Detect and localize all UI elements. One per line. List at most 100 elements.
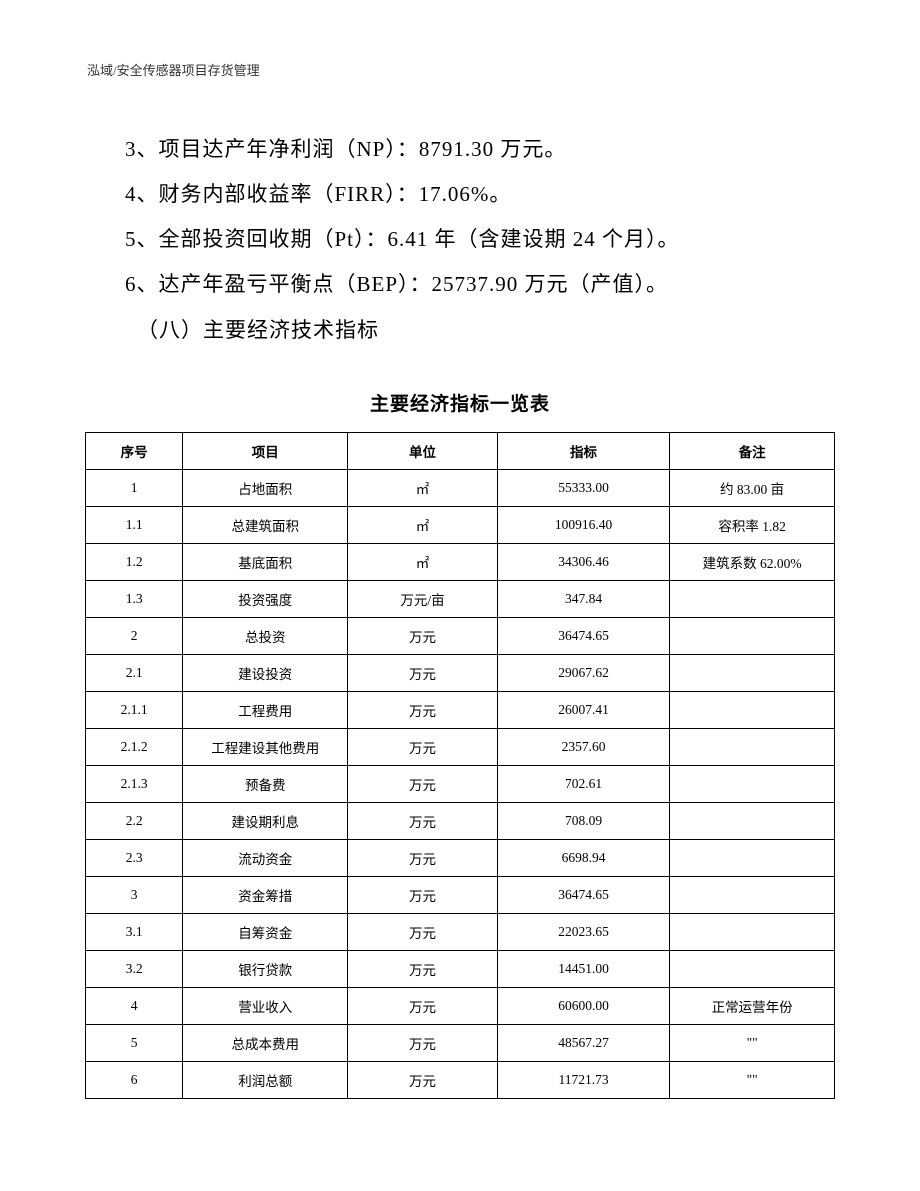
table-row: 1.3 投资强度 万元/亩 347.84 — [86, 580, 835, 617]
cell-item: 工程费用 — [183, 691, 348, 728]
table-body: 1 占地面积 ㎡ 55333.00 约 83.00 亩 1.1 总建筑面积 ㎡ … — [86, 469, 835, 1098]
cell-unit: 万元/亩 — [348, 580, 498, 617]
table-row: 2.1 建设投资 万元 29067.62 — [86, 654, 835, 691]
table-row: 1.2 基底面积 ㎡ 34306.46 建筑系数 62.00% — [86, 543, 835, 580]
cell-note: "" — [670, 1061, 835, 1098]
cell-unit: 万元 — [348, 839, 498, 876]
section-heading: （八）主要经济技术指标 — [137, 308, 825, 353]
cell-seq: 2.1.2 — [86, 728, 183, 765]
cell-unit: ㎡ — [348, 469, 498, 506]
cell-seq: 1 — [86, 469, 183, 506]
column-header-value: 指标 — [497, 432, 669, 469]
cell-item: 基底面积 — [183, 543, 348, 580]
cell-note: "" — [670, 1024, 835, 1061]
cell-note — [670, 950, 835, 987]
table-row: 1 占地面积 ㎡ 55333.00 约 83.00 亩 — [86, 469, 835, 506]
cell-seq: 4 — [86, 987, 183, 1024]
cell-seq: 2.1.1 — [86, 691, 183, 728]
cell-seq: 1.1 — [86, 506, 183, 543]
column-header-item: 项目 — [183, 432, 348, 469]
cell-value: 100916.40 — [497, 506, 669, 543]
table-row: 1.1 总建筑面积 ㎡ 100916.40 容积率 1.82 — [86, 506, 835, 543]
table-row: 2 总投资 万元 36474.65 — [86, 617, 835, 654]
cell-unit: 万元 — [348, 1061, 498, 1098]
cell-unit: 万元 — [348, 1024, 498, 1061]
table-row: 3.2 银行贷款 万元 14451.00 — [86, 950, 835, 987]
cell-seq: 2.1.3 — [86, 765, 183, 802]
cell-note — [670, 728, 835, 765]
table-row: 2.1.2 工程建设其他费用 万元 2357.60 — [86, 728, 835, 765]
content-line: 4、财务内部收益率（FIRR）：17.06%。 — [125, 172, 825, 217]
cell-item: 预备费 — [183, 765, 348, 802]
cell-seq: 2.1 — [86, 654, 183, 691]
cell-value: 702.61 — [497, 765, 669, 802]
cell-value: 26007.41 — [497, 691, 669, 728]
cell-unit: 万元 — [348, 617, 498, 654]
table-row: 3.1 自筹资金 万元 22023.65 — [86, 913, 835, 950]
cell-value: 2357.60 — [497, 728, 669, 765]
cell-note — [670, 617, 835, 654]
cell-note — [670, 691, 835, 728]
cell-seq: 3.1 — [86, 913, 183, 950]
column-header-note: 备注 — [670, 432, 835, 469]
cell-value: 29067.62 — [497, 654, 669, 691]
cell-item: 利润总额 — [183, 1061, 348, 1098]
cell-value: 34306.46 — [497, 543, 669, 580]
cell-unit: 万元 — [348, 987, 498, 1024]
cell-note — [670, 839, 835, 876]
table-row: 3 资金筹措 万元 36474.65 — [86, 876, 835, 913]
cell-item: 建设期利息 — [183, 802, 348, 839]
content-line: 3、项目达产年净利润（NP）：8791.30 万元。 — [125, 127, 825, 172]
cell-seq: 1.2 — [86, 543, 183, 580]
content-lines: 3、项目达产年净利润（NP）：8791.30 万元。 4、财务内部收益率（FIR… — [85, 127, 835, 353]
cell-item: 营业收入 — [183, 987, 348, 1024]
cell-item: 占地面积 — [183, 469, 348, 506]
cell-value: 22023.65 — [497, 913, 669, 950]
cell-unit: 万元 — [348, 950, 498, 987]
cell-unit: 万元 — [348, 802, 498, 839]
cell-item: 流动资金 — [183, 839, 348, 876]
cell-seq: 6 — [86, 1061, 183, 1098]
document-page: 泓域/安全传感器项目存货管理 3、项目达产年净利润（NP）：8791.30 万元… — [0, 0, 920, 1099]
cell-note — [670, 913, 835, 950]
cell-note: 容积率 1.82 — [670, 506, 835, 543]
cell-item: 总投资 — [183, 617, 348, 654]
column-header-unit: 单位 — [348, 432, 498, 469]
table-row: 2.3 流动资金 万元 6698.94 — [86, 839, 835, 876]
table-header-row: 序号 项目 单位 指标 备注 — [86, 432, 835, 469]
cell-item: 资金筹措 — [183, 876, 348, 913]
cell-unit: 万元 — [348, 728, 498, 765]
cell-unit: 万元 — [348, 691, 498, 728]
column-header-seq: 序号 — [86, 432, 183, 469]
cell-unit: 万元 — [348, 876, 498, 913]
table-row: 2.1.1 工程费用 万元 26007.41 — [86, 691, 835, 728]
table-row: 2.2 建设期利息 万元 708.09 — [86, 802, 835, 839]
cell-note: 建筑系数 62.00% — [670, 543, 835, 580]
cell-value: 60600.00 — [497, 987, 669, 1024]
cell-value: 11721.73 — [497, 1061, 669, 1098]
cell-note — [670, 580, 835, 617]
table-row: 5 总成本费用 万元 48567.27 "" — [86, 1024, 835, 1061]
cell-unit: 万元 — [348, 913, 498, 950]
cell-seq: 2 — [86, 617, 183, 654]
cell-seq: 3.2 — [86, 950, 183, 987]
cell-value: 48567.27 — [497, 1024, 669, 1061]
cell-seq: 5 — [86, 1024, 183, 1061]
cell-item: 自筹资金 — [183, 913, 348, 950]
cell-item: 投资强度 — [183, 580, 348, 617]
cell-note: 约 83.00 亩 — [670, 469, 835, 506]
cell-item: 银行贷款 — [183, 950, 348, 987]
cell-note — [670, 802, 835, 839]
table-row: 4 营业收入 万元 60600.00 正常运营年份 — [86, 987, 835, 1024]
cell-unit: 万元 — [348, 765, 498, 802]
cell-item: 总建筑面积 — [183, 506, 348, 543]
cell-item: 建设投资 — [183, 654, 348, 691]
header-note: 泓域/安全传感器项目存货管理 — [87, 60, 835, 79]
cell-value: 6698.94 — [497, 839, 669, 876]
cell-unit: ㎡ — [348, 543, 498, 580]
cell-seq: 1.3 — [86, 580, 183, 617]
cell-note — [670, 765, 835, 802]
cell-seq: 2.2 — [86, 802, 183, 839]
cell-note — [670, 654, 835, 691]
economic-indicators-table: 序号 项目 单位 指标 备注 1 占地面积 ㎡ 55333.00 约 83.00… — [85, 432, 835, 1099]
